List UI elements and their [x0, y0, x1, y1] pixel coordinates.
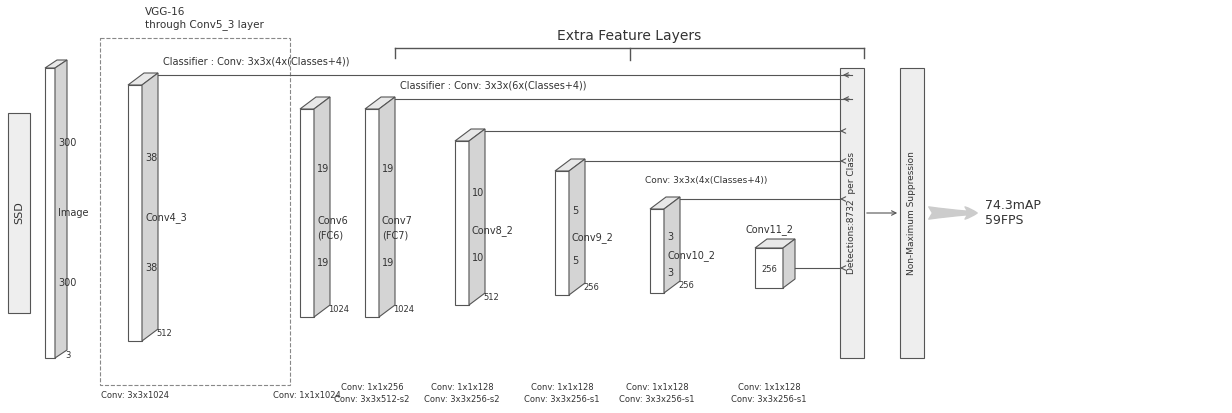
Text: Conv7: Conv7	[382, 216, 413, 226]
Text: 5: 5	[572, 206, 578, 216]
Text: 256: 256	[761, 266, 777, 275]
Text: 38: 38	[145, 153, 158, 163]
Text: 256: 256	[583, 283, 599, 292]
Text: Conv10_2: Conv10_2	[667, 251, 715, 261]
Text: (FC6): (FC6)	[317, 230, 344, 240]
Polygon shape	[301, 109, 314, 317]
Polygon shape	[46, 60, 67, 68]
Polygon shape	[469, 129, 485, 305]
Text: Detections:8732  per Class: Detections:8732 per Class	[848, 152, 856, 274]
Text: 74.3mAP
59FPS: 74.3mAP 59FPS	[986, 199, 1041, 227]
Polygon shape	[46, 68, 55, 358]
Polygon shape	[128, 85, 142, 341]
Text: VGG-16
through Conv5_3 layer: VGG-16 through Conv5_3 layer	[145, 7, 264, 30]
Text: 10: 10	[472, 188, 484, 198]
Polygon shape	[301, 97, 330, 109]
Text: Extra Feature Layers: Extra Feature Layers	[557, 29, 702, 43]
Text: Conv6: Conv6	[317, 216, 347, 226]
Polygon shape	[554, 159, 585, 171]
Text: 3: 3	[667, 232, 673, 242]
Polygon shape	[314, 97, 330, 317]
Polygon shape	[142, 73, 158, 341]
Text: 512: 512	[483, 294, 499, 302]
Text: 256: 256	[678, 282, 694, 290]
Polygon shape	[569, 159, 585, 295]
Text: Classifier : Conv: 3x3x(6x(Classes+4)): Classifier : Conv: 3x3x(6x(Classes+4))	[400, 81, 586, 91]
Polygon shape	[379, 97, 395, 317]
Text: Conv11_2: Conv11_2	[745, 225, 793, 235]
Text: 19: 19	[382, 164, 394, 174]
Text: 1024: 1024	[328, 306, 349, 315]
Text: Classifier : Conv: 3x3x(4x(Classes+4)): Classifier : Conv: 3x3x(4x(Classes+4))	[163, 57, 350, 67]
Text: 5: 5	[572, 256, 578, 266]
Polygon shape	[755, 248, 784, 288]
Text: 300: 300	[58, 278, 76, 288]
Text: 3: 3	[65, 351, 70, 359]
Text: Conv: 1x1x128: Conv: 1x1x128	[626, 384, 689, 392]
Polygon shape	[455, 141, 469, 305]
Text: SSD: SSD	[14, 202, 23, 224]
Polygon shape	[365, 109, 379, 317]
Text: Image: Image	[58, 208, 89, 218]
Text: Conv: 3x3x512-s2: Conv: 3x3x512-s2	[334, 396, 410, 404]
Text: Conv: 1x1x256: Conv: 1x1x256	[341, 384, 403, 392]
Polygon shape	[784, 239, 795, 288]
Text: Conv: 3x3x256-s2: Conv: 3x3x256-s2	[424, 396, 500, 404]
Text: 19: 19	[317, 258, 329, 268]
Polygon shape	[840, 68, 864, 358]
Polygon shape	[664, 197, 680, 293]
Text: 1024: 1024	[393, 306, 414, 315]
Polygon shape	[554, 171, 569, 295]
Text: 19: 19	[382, 258, 394, 268]
Text: Conv8_2: Conv8_2	[472, 225, 514, 237]
Text: Conv: 3x3x256-s1: Conv: 3x3x256-s1	[525, 396, 600, 404]
Polygon shape	[901, 68, 924, 358]
Text: 10: 10	[472, 253, 484, 263]
Polygon shape	[7, 113, 30, 313]
Text: Conv: 1x1x128: Conv: 1x1x128	[431, 384, 493, 392]
Text: Conv: 3x3x256-s1: Conv: 3x3x256-s1	[620, 396, 695, 404]
Text: 19: 19	[317, 164, 329, 174]
Text: Conv: 1x1x128: Conv: 1x1x128	[531, 384, 594, 392]
Text: Conv: 3x3x(4x(Classes+4)): Conv: 3x3x(4x(Classes+4))	[646, 176, 768, 185]
Text: Conv: 3x3x256-s1: Conv: 3x3x256-s1	[732, 396, 807, 404]
Text: Conv9_2: Conv9_2	[572, 233, 614, 243]
Polygon shape	[650, 197, 680, 209]
Text: Non-Maximum Suppression: Non-Maximum Suppression	[908, 151, 917, 275]
Text: (FC7): (FC7)	[382, 230, 408, 240]
Polygon shape	[365, 97, 395, 109]
Text: Conv: 1x1x128: Conv: 1x1x128	[738, 384, 801, 392]
Text: Conv4_3: Conv4_3	[145, 213, 187, 223]
Text: Conv: 3x3x1024: Conv: 3x3x1024	[101, 391, 169, 399]
Polygon shape	[755, 239, 795, 248]
Text: Conv: 1x1x1024: Conv: 1x1x1024	[274, 391, 341, 399]
Text: 512: 512	[156, 330, 171, 339]
Polygon shape	[455, 129, 485, 141]
Text: 38: 38	[145, 263, 158, 273]
Polygon shape	[128, 73, 158, 85]
Polygon shape	[55, 60, 67, 358]
Polygon shape	[650, 209, 664, 293]
Text: 300: 300	[58, 138, 76, 148]
Text: 3: 3	[667, 268, 673, 278]
